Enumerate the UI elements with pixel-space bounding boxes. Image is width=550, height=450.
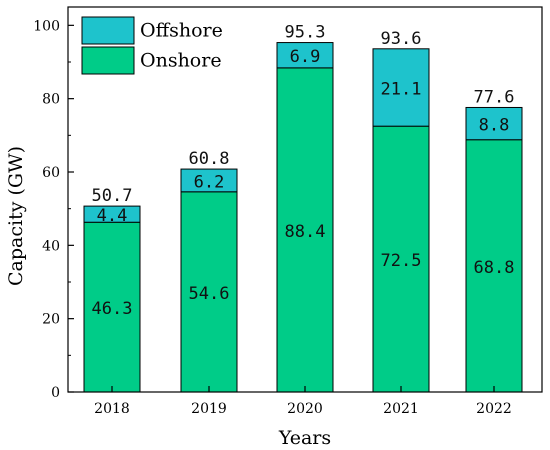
x-tick-label-2021: 2021 (383, 401, 419, 417)
value-label-onshore-2022: 68.8 (474, 258, 515, 278)
value-label-offshore-2018: 4.4 (97, 206, 128, 226)
value-label-onshore-2018: 46.3 (92, 299, 133, 319)
value-labels-layer: 46.3 4.450.7 54.6 6.2 60.8 88.4 6.9 95.3 72.5 21.… (92, 23, 515, 320)
x-tick-label-2019: 2019 (191, 401, 227, 417)
bar-offshore-2021 (372, 48, 430, 127)
bar-onshore-2021 (372, 125, 430, 393)
x-tick-label-2022: 2022 (476, 401, 512, 417)
y-axis-title: Capacity (GW) (5, 146, 27, 286)
bars-layer (83, 42, 523, 393)
bar-onshore-2020 (276, 67, 334, 393)
legend-label-offshore: Offshore (140, 20, 223, 42)
value-label-onshore-2019: 54.6 (189, 284, 230, 304)
y-tick-label-100: 100 (33, 18, 60, 34)
bar-onshore-2022 (465, 139, 523, 393)
axes-layer: 0 20 40 60 80 100 2018 2019 2020 2021 2022 (33, 6, 543, 417)
value-label-offshore-2020: 6.9 (290, 47, 321, 67)
value-label-onshore-2020: 88.4 (285, 222, 326, 242)
total-label-2021: 93.6 (381, 29, 422, 49)
total-label-2019: 60.8 (189, 149, 230, 169)
value-label-offshore-2019: 6.2 (194, 172, 225, 192)
bar-offshore-2022 (465, 106, 523, 141)
y-tick-label-20: 20 (42, 312, 60, 328)
x-tick-label-2018: 2018 (94, 401, 130, 417)
legend-swatch-offshore (81, 16, 135, 45)
y-tick-label-0: 0 (51, 385, 60, 401)
value-label-offshore-2021: 21.1 (381, 79, 422, 99)
total-label-2022: 77.6 (474, 87, 515, 107)
legend: Offshore Onshore (81, 16, 223, 75)
total-label-2018: 50.7 (92, 186, 133, 206)
x-tick-label-2020: 2020 (287, 401, 323, 417)
y-tick-label-60: 60 (42, 165, 60, 181)
bar-offshore-2018 (83, 205, 141, 223)
y-tick-label-80: 80 (42, 92, 60, 108)
x-axis-title: Years (278, 427, 331, 449)
bar-offshore-2020 (276, 42, 334, 69)
value-label-offshore-2022: 8.8 (479, 116, 510, 136)
total-label-2020: 95.3 (285, 23, 326, 43)
legend-swatch-onshore (81, 46, 135, 75)
y-tick-label-40: 40 (42, 238, 60, 254)
legend-label-onshore: Onshore (140, 50, 222, 72)
bar-offshore-2019 (180, 168, 238, 193)
value-label-onshore-2021: 72.5 (381, 251, 422, 271)
bar-onshore-2018 (83, 221, 141, 393)
